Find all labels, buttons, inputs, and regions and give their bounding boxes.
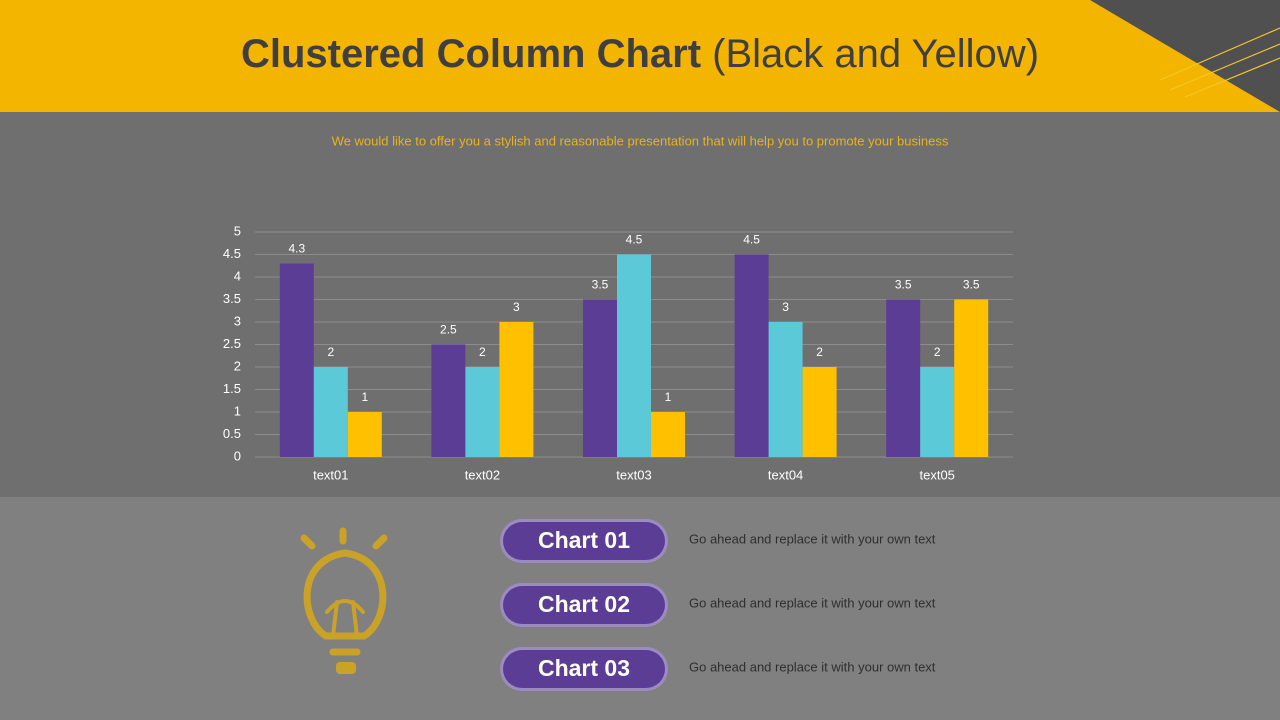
item-text: Go ahead and replace it with your own te… xyxy=(689,659,936,674)
value-label: 2 xyxy=(934,345,941,359)
x-tick-label: text02 xyxy=(465,467,500,482)
y-tick-label: 0.5 xyxy=(223,426,241,441)
y-tick-label: 4.5 xyxy=(223,246,241,261)
value-label: 4.3 xyxy=(288,242,305,256)
value-label: 1 xyxy=(361,390,368,404)
value-label: 2 xyxy=(327,345,334,359)
bar xyxy=(431,344,466,457)
bar xyxy=(617,254,651,457)
y-tick-label: 5 xyxy=(234,223,241,238)
header-corner xyxy=(1090,0,1280,112)
header-band xyxy=(0,0,1280,112)
title-note: (Black and Yellow) xyxy=(712,32,1039,76)
y-tick-label: 0 xyxy=(234,448,241,463)
bar xyxy=(651,412,685,457)
y-tick-label: 3.5 xyxy=(223,291,241,306)
value-label: 2 xyxy=(816,345,823,359)
button-bg[interactable] xyxy=(503,586,665,624)
value-label: 3 xyxy=(513,300,520,314)
button-label[interactable]: Chart 03 xyxy=(538,655,630,681)
x-tick-label: text01 xyxy=(313,467,348,482)
item-text: Go ahead and replace it with your own te… xyxy=(689,595,936,610)
button-label[interactable]: Chart 01 xyxy=(538,527,630,553)
value-label: 3.5 xyxy=(963,278,980,292)
bulb-icon xyxy=(300,527,388,656)
value-label: 1 xyxy=(665,390,672,404)
bar xyxy=(313,367,348,457)
header-lines xyxy=(1159,27,1280,98)
value-label: 3 xyxy=(782,300,789,314)
title: Clustered Column Chart (Black and Yellow… xyxy=(241,32,1039,76)
y-tick-label: 2.5 xyxy=(223,336,241,351)
bar xyxy=(886,299,921,457)
button-label[interactable]: Chart 02 xyxy=(538,591,630,617)
y-tick-label: 1.5 xyxy=(223,381,241,396)
bar xyxy=(465,367,500,457)
value-label: 2 xyxy=(479,345,486,359)
button-bg[interactable] xyxy=(503,650,665,688)
items: Chart 01 Go ahead and replace it with you… xyxy=(500,519,936,691)
y-tick-label: 2 xyxy=(234,358,241,373)
bar xyxy=(768,322,803,457)
chart-button[interactable]: Chart 02 xyxy=(500,583,668,627)
bar xyxy=(583,299,617,457)
value-label: 4.5 xyxy=(626,233,643,247)
item-text: Go ahead and replace it with your own te… xyxy=(689,531,936,546)
bar xyxy=(347,412,382,457)
y-tick-label: 3 xyxy=(234,313,241,328)
bar xyxy=(734,254,769,457)
value-label: 3.5 xyxy=(592,278,609,292)
title-main: Clustered Column Chart xyxy=(241,32,701,76)
y-tick-label: 4 xyxy=(234,268,241,283)
x-tick-label: text05 xyxy=(919,467,954,482)
bulb-base xyxy=(336,662,356,674)
bar xyxy=(279,263,314,457)
y-tick-label: 1 xyxy=(234,403,241,418)
chart-button[interactable]: Chart 03 xyxy=(500,647,668,691)
button-bg[interactable] xyxy=(503,522,665,560)
value-label: 3.5 xyxy=(895,278,912,292)
bar xyxy=(499,322,534,457)
value-label: 4.5 xyxy=(743,233,760,247)
x-tick-label: text03 xyxy=(616,467,651,482)
value-label: 2.5 xyxy=(440,323,457,337)
bar xyxy=(920,367,955,457)
chart-button[interactable]: Chart 01 xyxy=(500,519,668,563)
x-tick-label: text04 xyxy=(768,467,803,482)
plot: 0 0.5 1 1.5 2 2.5 3 3.5 4 4.5 5 text01 4.3 2 1 text02 2.… xyxy=(223,223,1013,482)
bar xyxy=(954,299,989,457)
subtitle: We would like to offer you a stylish and… xyxy=(332,133,949,148)
bar xyxy=(802,367,837,457)
